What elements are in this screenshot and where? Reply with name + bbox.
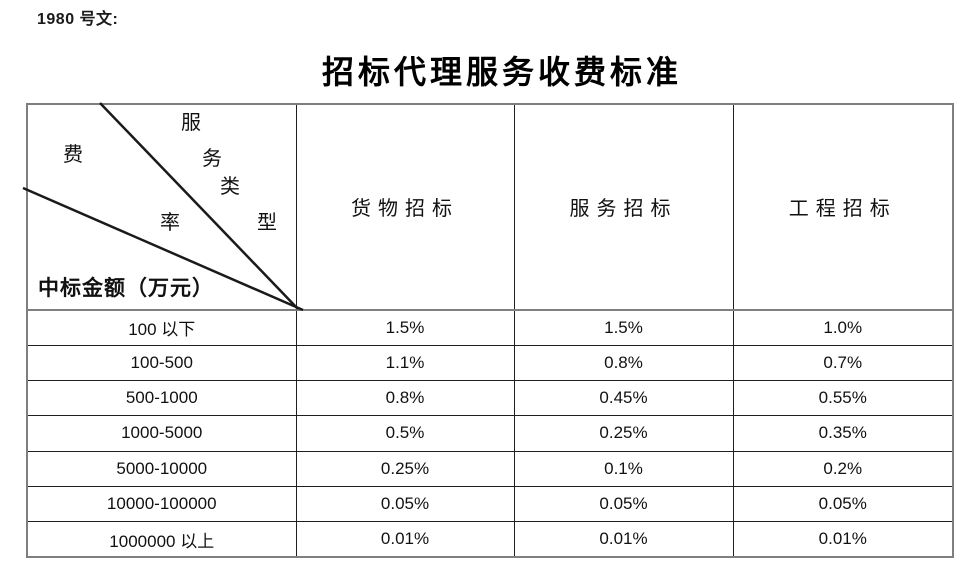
diagonal-label-amount: 中标金额（万元） [38, 276, 214, 300]
page-title: 招标代理服务收费标准 [321, 54, 682, 90]
fee-cell: 1.5% [513, 309, 734, 346]
row-label: 1000000 以上 [26, 521, 297, 558]
fee-cell: 1.1% [295, 344, 515, 381]
fee-cell: 0.05% [295, 485, 515, 523]
fee-cell: 1.0% [732, 309, 954, 346]
diagonal-label-type-char: 务 [202, 148, 222, 170]
fee-cell: 0.01% [295, 521, 515, 558]
diagonal-header-cell: 服 务 类 型 费 率 中标金额（万元） [26, 103, 297, 311]
fee-cell: 0.01% [513, 521, 734, 558]
row-label: 100-500 [26, 344, 297, 381]
table-row: 10000-100000 0.05% 0.05% 0.05% [26, 485, 954, 523]
diagonal-label-rate-char: 费 [63, 144, 83, 166]
row-label: 5000-10000 [26, 450, 297, 487]
fee-cell: 0.35% [732, 415, 954, 452]
row-label: 1000-5000 [26, 415, 297, 452]
fee-cell: 0.7% [732, 344, 954, 381]
diagonal-label-rate-char: 率 [160, 212, 180, 234]
fee-cell: 0.55% [732, 379, 954, 417]
table-header-row: 服 务 类 型 费 率 中标金额（万元） 货物招标 服务招标 工程招标 [26, 103, 954, 311]
table-row: 1000000 以上 0.01% 0.01% 0.01% [26, 521, 954, 558]
table-row: 100-500 1.1% 0.8% 0.7% [26, 344, 954, 381]
table-row: 100 以下 1.5% 1.5% 1.0% [26, 309, 954, 346]
fee-cell: 1.5% [295, 309, 515, 346]
row-label: 100 以下 [26, 309, 297, 346]
column-header-goods: 货物招标 [295, 103, 515, 311]
table-row: 5000-10000 0.25% 0.1% 0.2% [26, 450, 954, 487]
fee-cell: 0.1% [513, 450, 734, 487]
row-label: 500-1000 [26, 379, 297, 417]
fee-cell: 0.5% [295, 415, 515, 452]
column-header-services: 服务招标 [513, 103, 734, 311]
fee-cell: 0.8% [513, 344, 734, 381]
fee-cell: 0.2% [732, 450, 954, 487]
column-header-works: 工程招标 [732, 103, 954, 311]
fee-cell: 0.05% [513, 485, 734, 523]
diagonal-label-type-char: 服 [181, 112, 201, 134]
doc-number: 1980 号文: [37, 11, 119, 28]
diagonal-label-type-char: 类 [220, 176, 240, 198]
table-row: 1000-5000 0.5% 0.25% 0.35% [26, 415, 954, 452]
row-label: 10000-100000 [26, 485, 297, 523]
fee-cell: 0.25% [513, 415, 734, 452]
fee-cell: 0.05% [732, 485, 954, 523]
fee-cell: 0.45% [513, 379, 734, 417]
fee-table: 服 务 类 型 费 率 中标金额（万元） 货物招标 服务招标 工程招标 100 … [26, 103, 954, 558]
fee-cell: 0.25% [295, 450, 515, 487]
diagonal-label-type-char: 型 [257, 212, 277, 234]
fee-cell: 0.01% [732, 521, 954, 558]
fee-cell: 0.8% [295, 379, 515, 417]
table-row: 500-1000 0.8% 0.45% 0.55% [26, 379, 954, 417]
